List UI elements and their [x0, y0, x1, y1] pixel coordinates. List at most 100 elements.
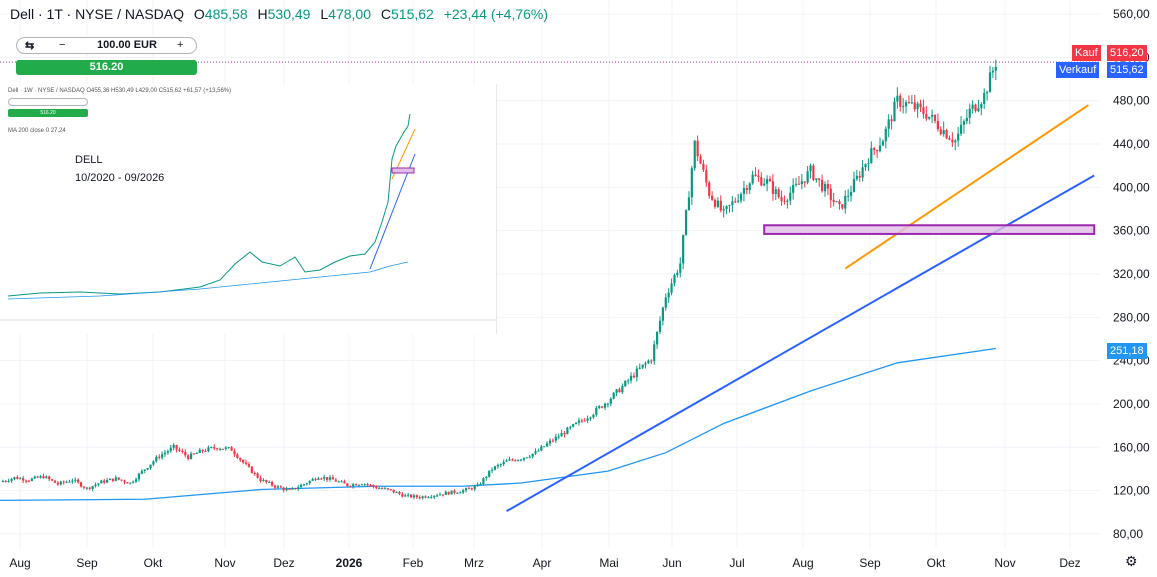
time-tick-label: Sep: [859, 556, 881, 570]
quantity-stepper[interactable]: ⇆ − 100.00 EUR +: [16, 37, 197, 54]
candle-body: [56, 482, 59, 485]
candle-body: [522, 457, 526, 460]
candle-body: [664, 297, 667, 308]
candle-body: [957, 133, 960, 141]
close-label: C: [380, 6, 391, 22]
candle-body: [433, 495, 436, 498]
orange-trendline: [844, 104, 1089, 270]
candle-body: [496, 465, 499, 467]
candle-body: [748, 183, 751, 191]
candle-body: [849, 191, 853, 196]
candle-body: [760, 177, 763, 186]
candle-body: [279, 486, 282, 488]
time-tick-label: Mrz: [464, 556, 484, 570]
candle-body: [363, 484, 366, 486]
inset-buy-button: 516.20: [8, 109, 88, 117]
inset-weekly-chart: Dell · 1W · NYSE / NASDAQ O455,36 H530,4…: [0, 84, 497, 334]
candle-body: [53, 480, 57, 483]
candle-body: [569, 426, 572, 428]
candle-body: [629, 375, 633, 381]
price-tick-label: 280,00: [1113, 310, 1150, 324]
candle-body: [491, 469, 494, 471]
candle-body: [152, 461, 155, 465]
candle-body: [624, 380, 627, 387]
candle-body: [609, 398, 612, 404]
quantity-value[interactable]: 100.00 EUR: [97, 39, 157, 51]
candle-body: [708, 182, 711, 196]
candle-body: [340, 481, 343, 483]
candle-body: [893, 101, 896, 122]
candle-body: [450, 490, 453, 495]
candle-body: [699, 156, 702, 164]
candle-body: [19, 478, 22, 480]
candle-body: [731, 201, 734, 206]
candle-body: [546, 443, 549, 447]
candle-body: [285, 488, 288, 491]
candle-body: [583, 420, 586, 422]
swap-icon[interactable]: ⇆: [25, 40, 35, 52]
kauf-label: Kauf: [1072, 45, 1101, 61]
candle-body: [97, 483, 100, 485]
candle-body: [386, 488, 389, 490]
candle-body: [111, 478, 114, 481]
candle-body: [690, 168, 693, 198]
candle-body: [74, 479, 77, 481]
candle-body: [586, 418, 589, 421]
candle-body: [968, 108, 971, 118]
candle-body: [635, 368, 638, 378]
time-tick-label: Dez: [1059, 556, 1080, 570]
price-axis[interactable]: 80,00120,00160,00200,00240,00280,00320,0…: [1113, 7, 1150, 541]
candle-body: [409, 494, 413, 498]
candle-body: [991, 70, 994, 73]
time-tick-label: Nov: [214, 556, 235, 570]
ma-price-tag: 251,18: [1107, 343, 1147, 359]
candle-body: [540, 446, 543, 451]
candle-body: [684, 210, 688, 235]
candle-body: [942, 130, 945, 135]
decrease-button[interactable]: −: [59, 39, 66, 51]
candle-body: [844, 195, 847, 209]
symbol-title[interactable]: Dell · 1T · NYSE / NASDAQ: [10, 6, 185, 22]
candle-body: [806, 171, 809, 183]
time-tick-label: 2026: [336, 556, 363, 570]
candle-body: [936, 120, 939, 130]
candle-body: [786, 200, 789, 202]
candle-body: [51, 479, 54, 481]
candle-body: [192, 453, 196, 455]
buy-button[interactable]: 516.20: [16, 60, 197, 75]
candle-body: [22, 478, 25, 481]
candle-body: [797, 183, 801, 185]
candle-body: [166, 451, 169, 453]
candle-body: [224, 447, 227, 449]
candle-body: [401, 493, 404, 497]
price-tick-label: 200,00: [1113, 397, 1150, 411]
candle-body: [499, 464, 502, 466]
candle-body: [745, 188, 748, 191]
candle-body: [59, 481, 62, 485]
trendlines[interactable]: [506, 104, 1096, 513]
gear-icon[interactable]: ⚙: [1125, 553, 1138, 569]
increase-button[interactable]: +: [177, 39, 184, 51]
candle-body: [103, 480, 106, 483]
candle-body: [858, 175, 861, 178]
candle-body: [661, 307, 664, 321]
candle-body: [560, 433, 563, 437]
candle-body: [404, 495, 407, 497]
candle-body: [907, 102, 911, 104]
time-axis[interactable]: Aug Sep Okt Nov Dez 2026 Feb Mrz Apr Mai Jun Jul Aug…: [9, 556, 1080, 570]
candle-body: [436, 495, 439, 497]
candle-body: [326, 477, 329, 480]
candle-body: [244, 462, 248, 465]
candle-body: [612, 392, 615, 399]
candle-body: [479, 484, 482, 486]
candle-body: [965, 117, 968, 122]
price-tick-label: 360,00: [1113, 224, 1150, 238]
candle-body: [88, 487, 91, 489]
candle-body: [595, 407, 598, 415]
candle-body: [792, 184, 795, 193]
candle-body: [774, 189, 777, 194]
candle-body: [653, 344, 656, 362]
candle-body: [980, 104, 983, 109]
candle-body: [378, 488, 381, 490]
candle-body: [438, 494, 442, 496]
